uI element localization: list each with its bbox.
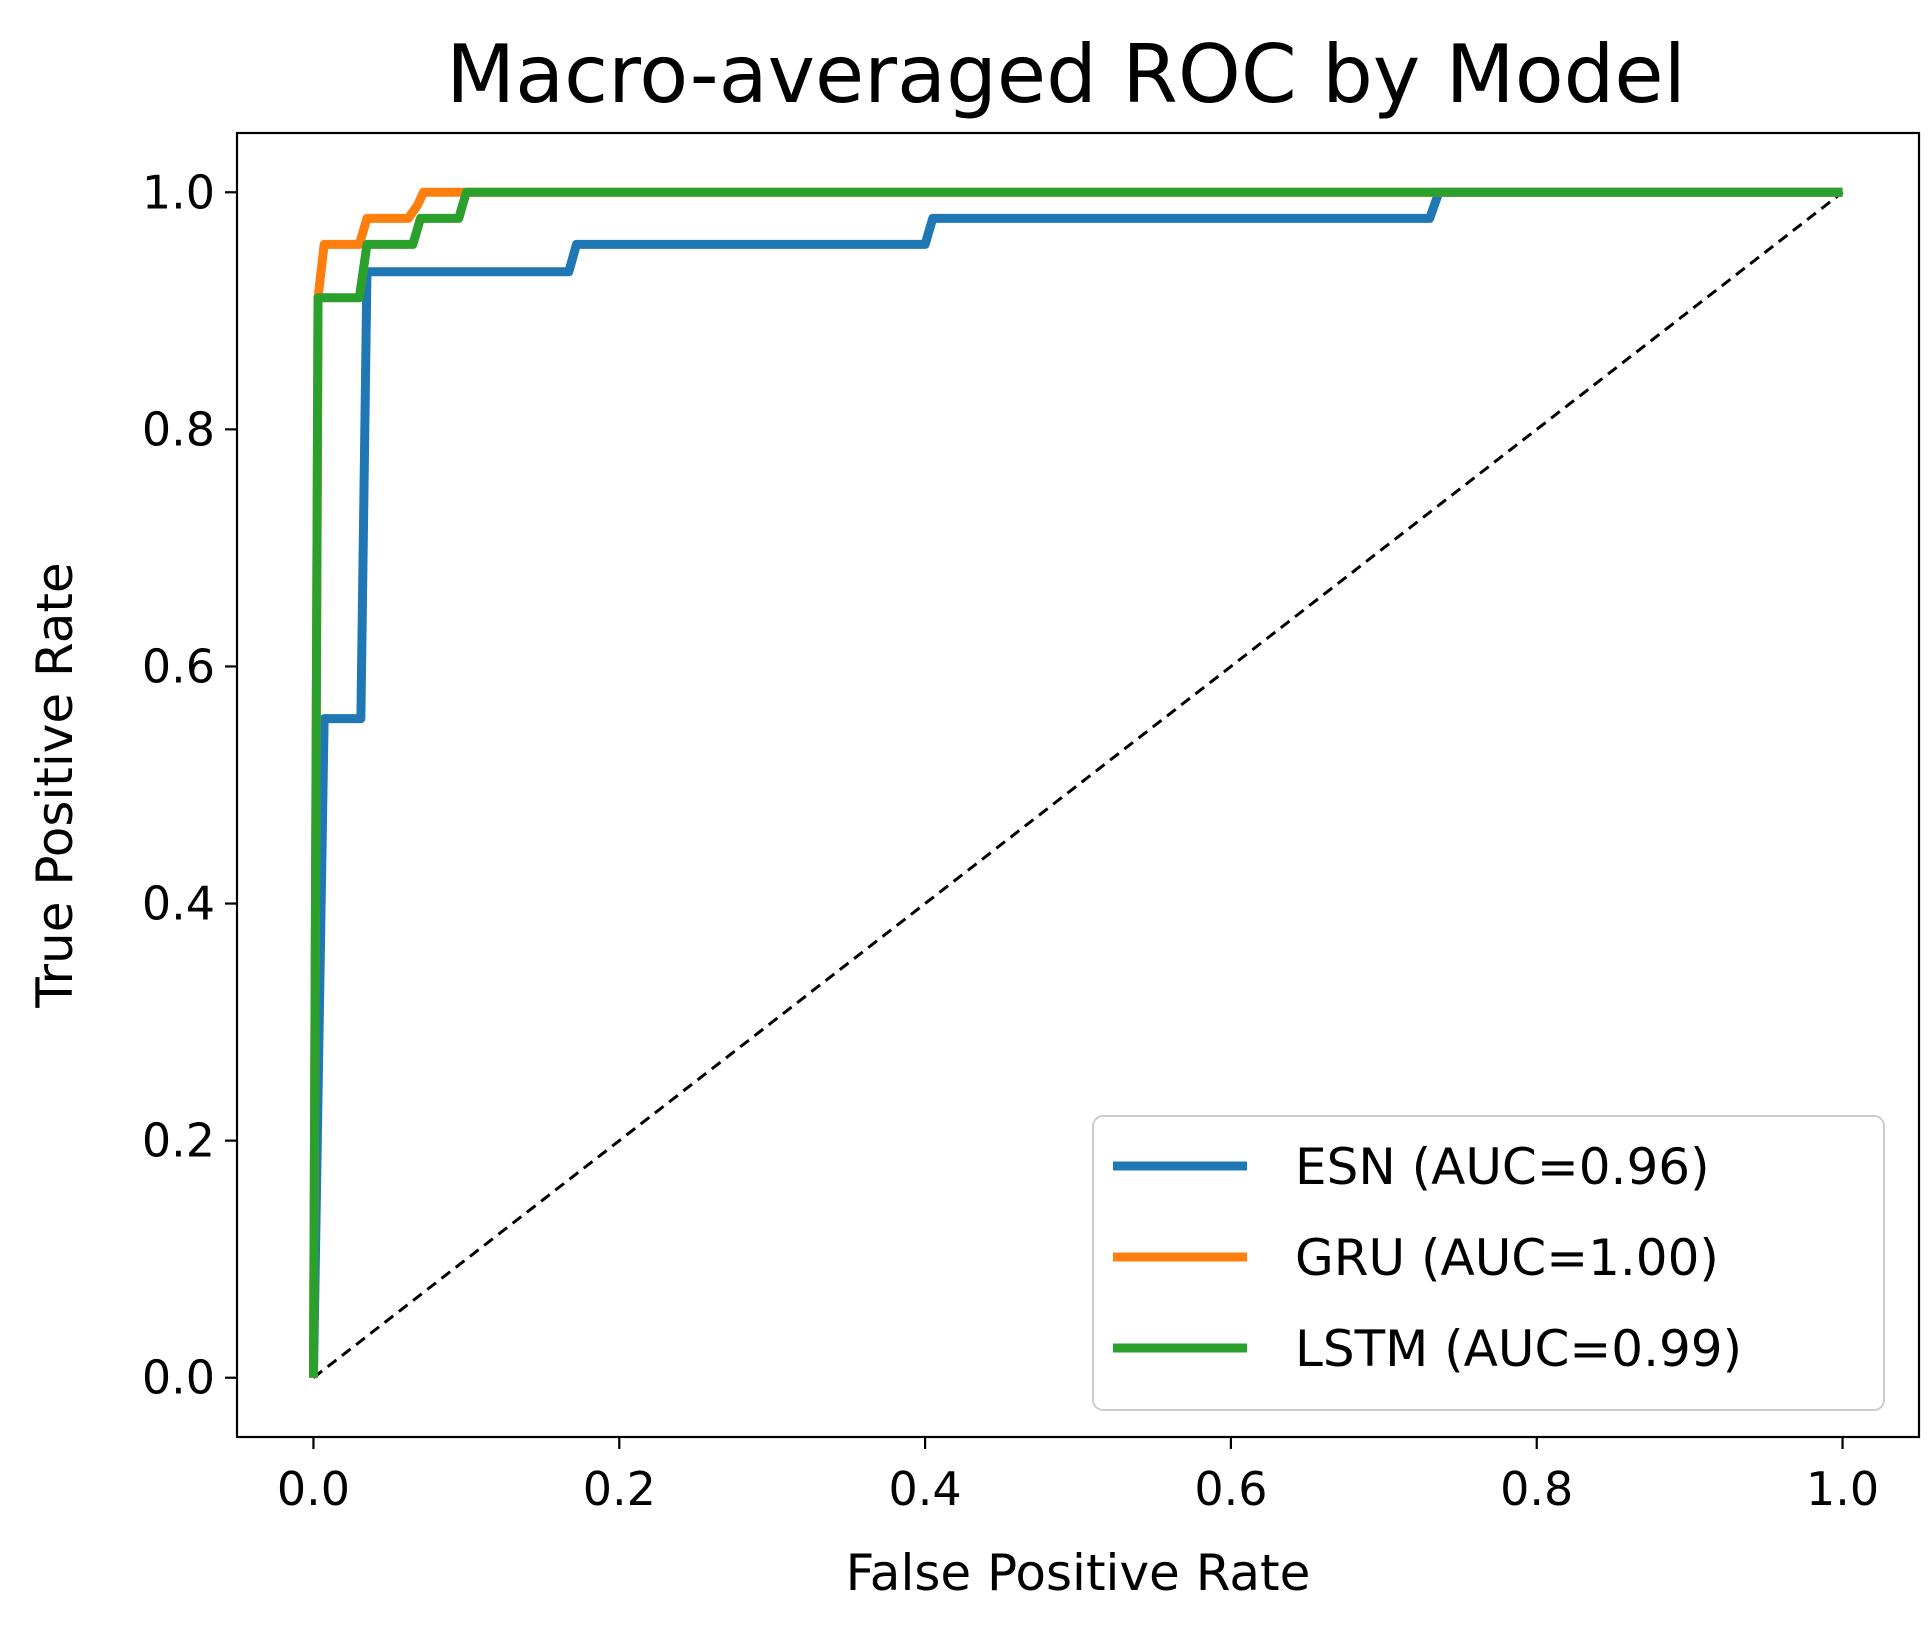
legend-label-esn: ESN (AUC=0.96) <box>1295 1138 1710 1196</box>
legend-label-gru: GRU (AUC=1.00) <box>1295 1229 1719 1287</box>
y-axis-label: True Positive Rate <box>26 562 84 1008</box>
y-tick-label: 0.6 <box>142 639 215 693</box>
x-tick-label: 0.2 <box>583 1462 656 1516</box>
series-line-esn <box>308 187 1843 1378</box>
plot-area <box>235 131 1921 1439</box>
legend-items: ESN (AUC=0.96) GRU (AUC=1.00) LSTM (AUC=0.… <box>1113 1138 1742 1378</box>
y-tick-label: 0.4 <box>142 877 215 931</box>
x-tick-label: 0.6 <box>1194 1462 1267 1516</box>
y-tick-label: 1.0 <box>142 165 215 219</box>
legend-label-lstm: LSTM (AUC=0.99) <box>1295 1320 1742 1378</box>
x-tick-label: 0.0 <box>277 1462 350 1516</box>
y-axis-ticks: 0.0 0.2 0.4 0.6 0.8 1.0 <box>142 165 237 1405</box>
y-tick-label: 0.2 <box>142 1114 215 1168</box>
y-tick-label: 0.8 <box>142 402 215 456</box>
reference-line-layer <box>312 191 1844 1379</box>
chart-title: Macro-averaged ROC by Model <box>446 28 1686 121</box>
y-tick-label: 0.0 <box>142 1351 215 1405</box>
x-tick-label: 1.0 <box>1806 1462 1879 1516</box>
series-line-lstm <box>308 187 1843 1378</box>
plot-border <box>235 131 1921 1439</box>
x-axis-ticks: 0.0 0.2 0.4 0.6 0.8 1.0 <box>277 1437 1879 1516</box>
legend: ESN (AUC=0.96) GRU (AUC=1.00) LSTM (AUC=0.… <box>1092 1115 1885 1411</box>
legend-box <box>1092 1115 1885 1411</box>
x-tick-label: 0.8 <box>1500 1462 1573 1516</box>
reference-diagonal-line <box>312 191 1844 1379</box>
series-line-gru <box>308 187 1843 1378</box>
series-layer <box>308 187 1843 1378</box>
x-tick-label: 0.4 <box>889 1462 962 1516</box>
x-axis-label: False Positive Rate <box>846 1544 1311 1602</box>
